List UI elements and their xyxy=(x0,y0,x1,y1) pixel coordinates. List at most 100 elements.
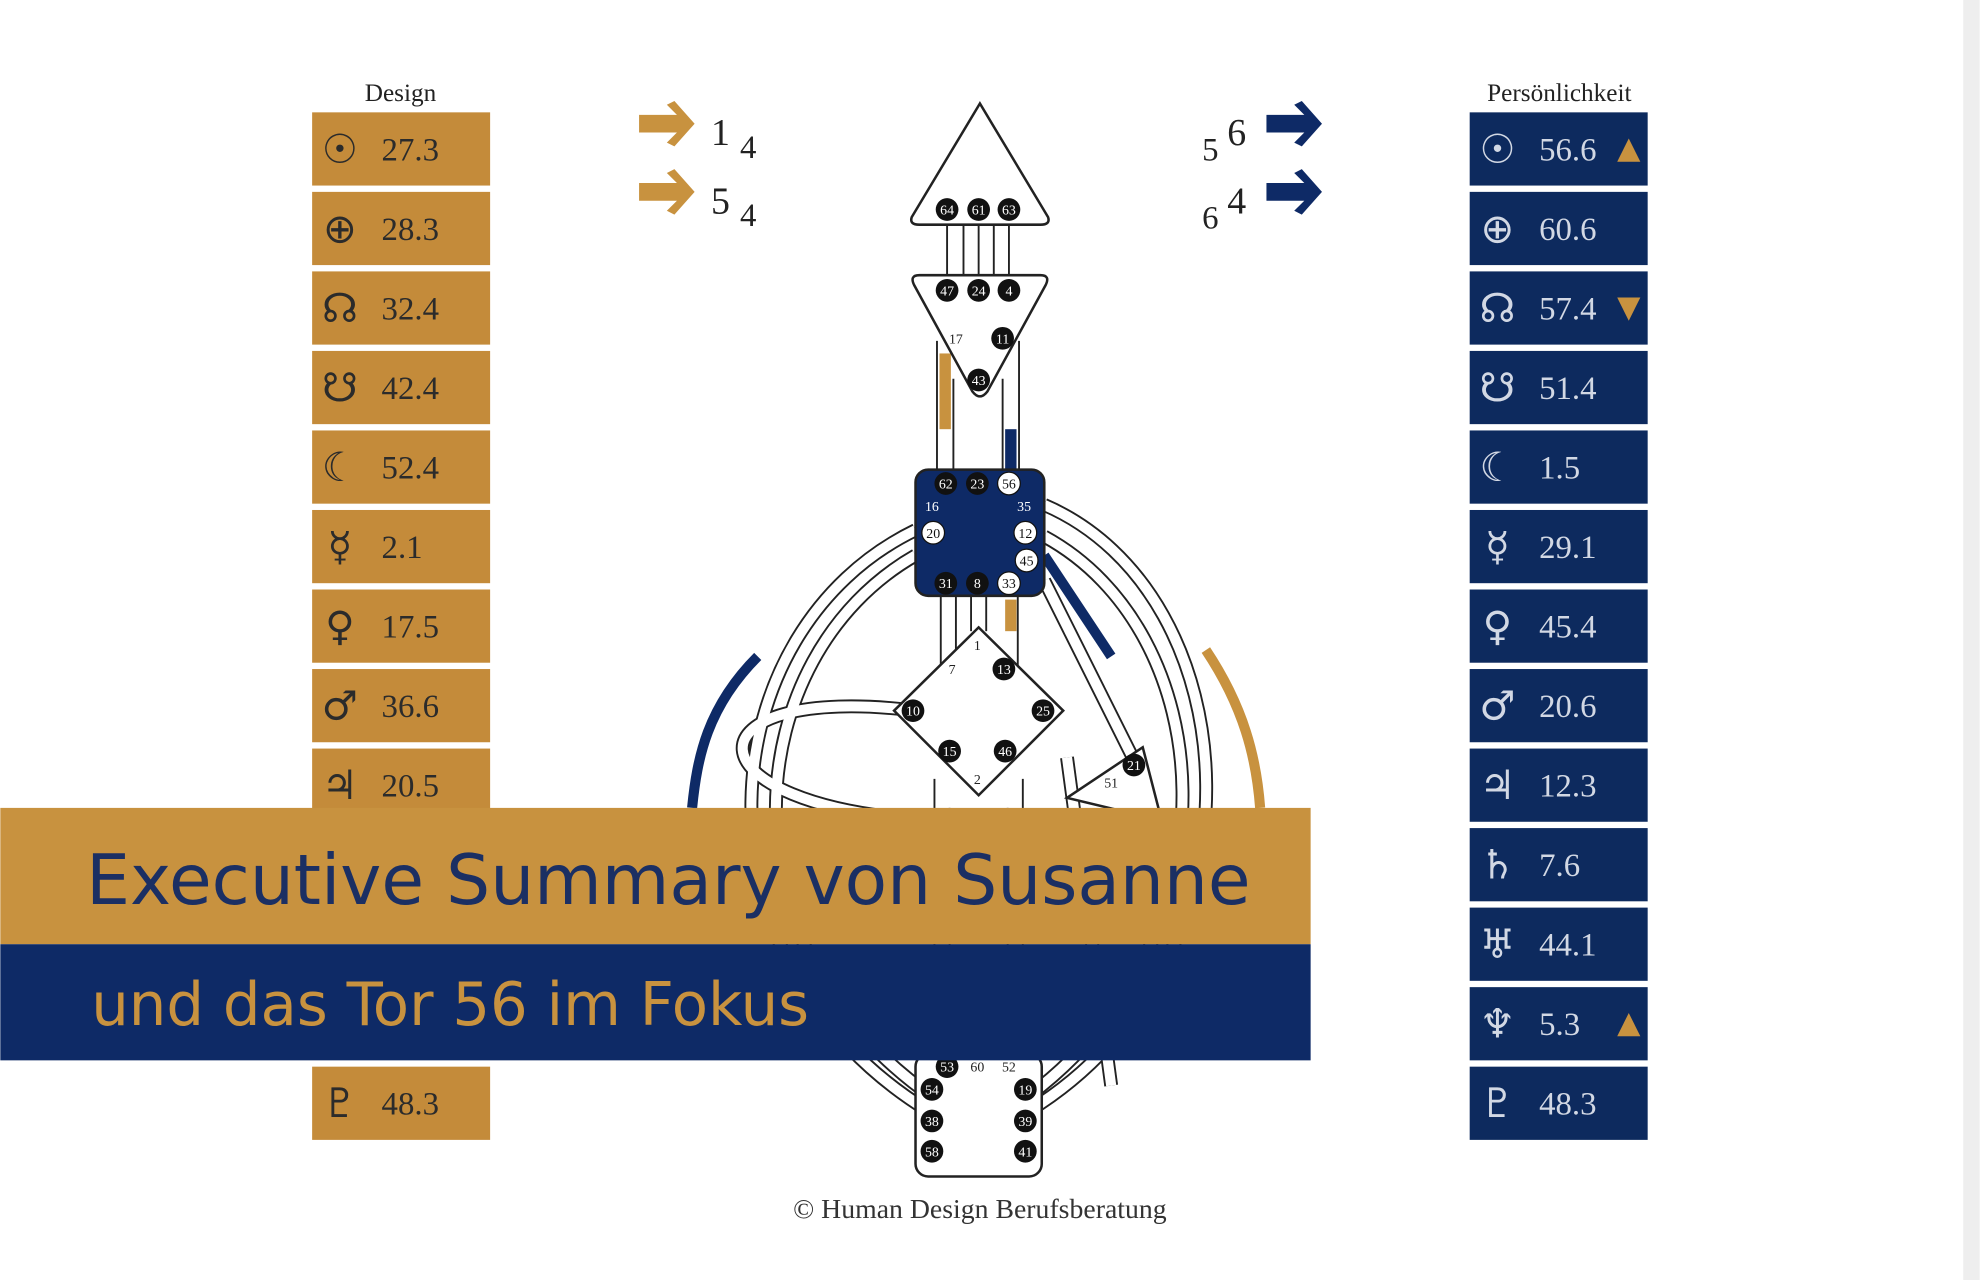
planet-value: 1.5 xyxy=(1539,450,1580,486)
banner-navy xyxy=(0,944,1311,1061)
planet-symbol: ♅ xyxy=(1479,921,1515,968)
gate-dot xyxy=(1014,548,1039,573)
planet-symbol: ☾ xyxy=(322,444,358,491)
planet-value: 20.6 xyxy=(1539,689,1596,725)
planet-symbol: ♆ xyxy=(1479,1001,1515,1048)
planet-cell xyxy=(1469,987,1648,1061)
gate-label: 61 xyxy=(972,204,986,219)
gate-label: 33 xyxy=(1002,577,1016,592)
planet-symbol: ☊ xyxy=(322,285,358,332)
gate-label: 53 xyxy=(940,1061,954,1076)
planet-cell xyxy=(1469,669,1648,743)
gate-label: 21 xyxy=(1127,759,1141,774)
planet-value: 48.3 xyxy=(1539,1087,1596,1123)
planet-symbol: ☾ xyxy=(1479,444,1515,491)
gate-dot xyxy=(996,471,1021,496)
planet-cell xyxy=(1469,1066,1648,1140)
gate-dot xyxy=(967,368,990,392)
gate-dot xyxy=(1013,1078,1037,1101)
left-arrows xyxy=(639,100,695,215)
planet-symbol: ♀ xyxy=(1483,603,1513,650)
gate-dot xyxy=(934,472,958,495)
gate-label: 2 xyxy=(974,773,981,788)
planet-symbol: ☿ xyxy=(328,523,353,570)
gate-dot xyxy=(991,326,1014,350)
banner: Executive Summary von Susanne und das To… xyxy=(0,807,1311,1061)
gate-dot xyxy=(934,571,958,595)
planet-symbol: ♃ xyxy=(322,762,358,809)
banner-subtitle: und das Tor 56 im Fokus xyxy=(91,970,809,1039)
planet-cell xyxy=(1469,112,1648,186)
planet-cell xyxy=(312,430,491,504)
gate-label: 12 xyxy=(1018,527,1032,542)
planet-cell xyxy=(312,509,491,584)
planet-cell xyxy=(312,191,491,266)
planet-cell xyxy=(1469,907,1648,981)
planet-mark: ▼ xyxy=(1617,290,1641,325)
banner-title: Executive Summary von Susanne xyxy=(86,841,1250,921)
gate-dot xyxy=(1031,699,1055,723)
planet-symbol: ☉ xyxy=(322,126,358,173)
planet-value: 5.3 xyxy=(1539,1007,1580,1043)
planet-mark: ▲ xyxy=(1617,131,1641,166)
gate-dot xyxy=(935,278,959,302)
gate-label: 43 xyxy=(972,374,986,389)
gate-label: 16 xyxy=(925,500,939,515)
transit-sub: 4 xyxy=(740,130,756,166)
gate-label: 41 xyxy=(1018,1145,1032,1160)
gate-dot xyxy=(921,520,946,545)
planet-value: 45.4 xyxy=(1539,609,1596,645)
gate-label: 15 xyxy=(943,745,957,760)
planet-cell xyxy=(1469,350,1648,425)
gate-dot xyxy=(967,198,990,221)
gate-dot xyxy=(901,699,925,723)
gate-label: 24 xyxy=(972,284,986,299)
gate-dot xyxy=(1013,1109,1037,1133)
gate-dot xyxy=(938,739,961,763)
planet-symbol: ♂ xyxy=(1479,683,1515,730)
gate-label: 38 xyxy=(925,1115,939,1130)
gate-dot xyxy=(920,1078,944,1101)
gate-label: 45 xyxy=(1020,555,1034,570)
planet-value: 57.4 xyxy=(1539,291,1596,327)
planet-symbol: ☊ xyxy=(1480,285,1516,332)
banner-gold xyxy=(0,807,1311,945)
gate-dot xyxy=(1013,520,1038,545)
design-header: Design xyxy=(365,80,437,107)
gate-label: 20 xyxy=(926,527,940,542)
planet-cell xyxy=(312,271,491,345)
gate-dot xyxy=(992,657,1016,681)
gate-label: 62 xyxy=(939,478,953,493)
right-arrows xyxy=(1266,100,1322,215)
planet-cell xyxy=(312,589,491,663)
gate-label: 58 xyxy=(925,1145,939,1160)
planet-value: 42.4 xyxy=(382,371,439,407)
planet-symbol: ♀ xyxy=(325,603,355,650)
planet-cell xyxy=(312,1066,491,1140)
gate-label: 39 xyxy=(1018,1115,1032,1130)
planet-cell xyxy=(1469,828,1648,902)
gate-dot xyxy=(1013,1139,1037,1163)
gate-label: 46 xyxy=(998,745,1012,760)
gate-label: 13 xyxy=(997,663,1011,678)
planet-cell xyxy=(1469,748,1648,822)
gate-dot xyxy=(935,1055,959,1079)
personality-header: Persönlichkeit xyxy=(1487,80,1631,107)
planet-value: 20.5 xyxy=(382,769,439,805)
planet-value: 12.3 xyxy=(1539,769,1596,805)
gate-dot xyxy=(920,1109,944,1133)
planet-symbol: ☉ xyxy=(1479,126,1515,173)
gate-label: 23 xyxy=(970,478,984,493)
planet-cell xyxy=(312,112,491,186)
gate-label: 10 xyxy=(906,705,920,720)
gate-dot xyxy=(966,472,989,495)
gate-label: 47 xyxy=(940,284,954,299)
planet-cell xyxy=(1469,509,1648,584)
transit-line: 5 xyxy=(711,180,730,222)
gate-label: 52 xyxy=(1002,1061,1016,1076)
planet-value: 56.6 xyxy=(1539,132,1596,168)
planet-cell xyxy=(312,669,491,743)
planet-value: 48.3 xyxy=(382,1087,439,1123)
